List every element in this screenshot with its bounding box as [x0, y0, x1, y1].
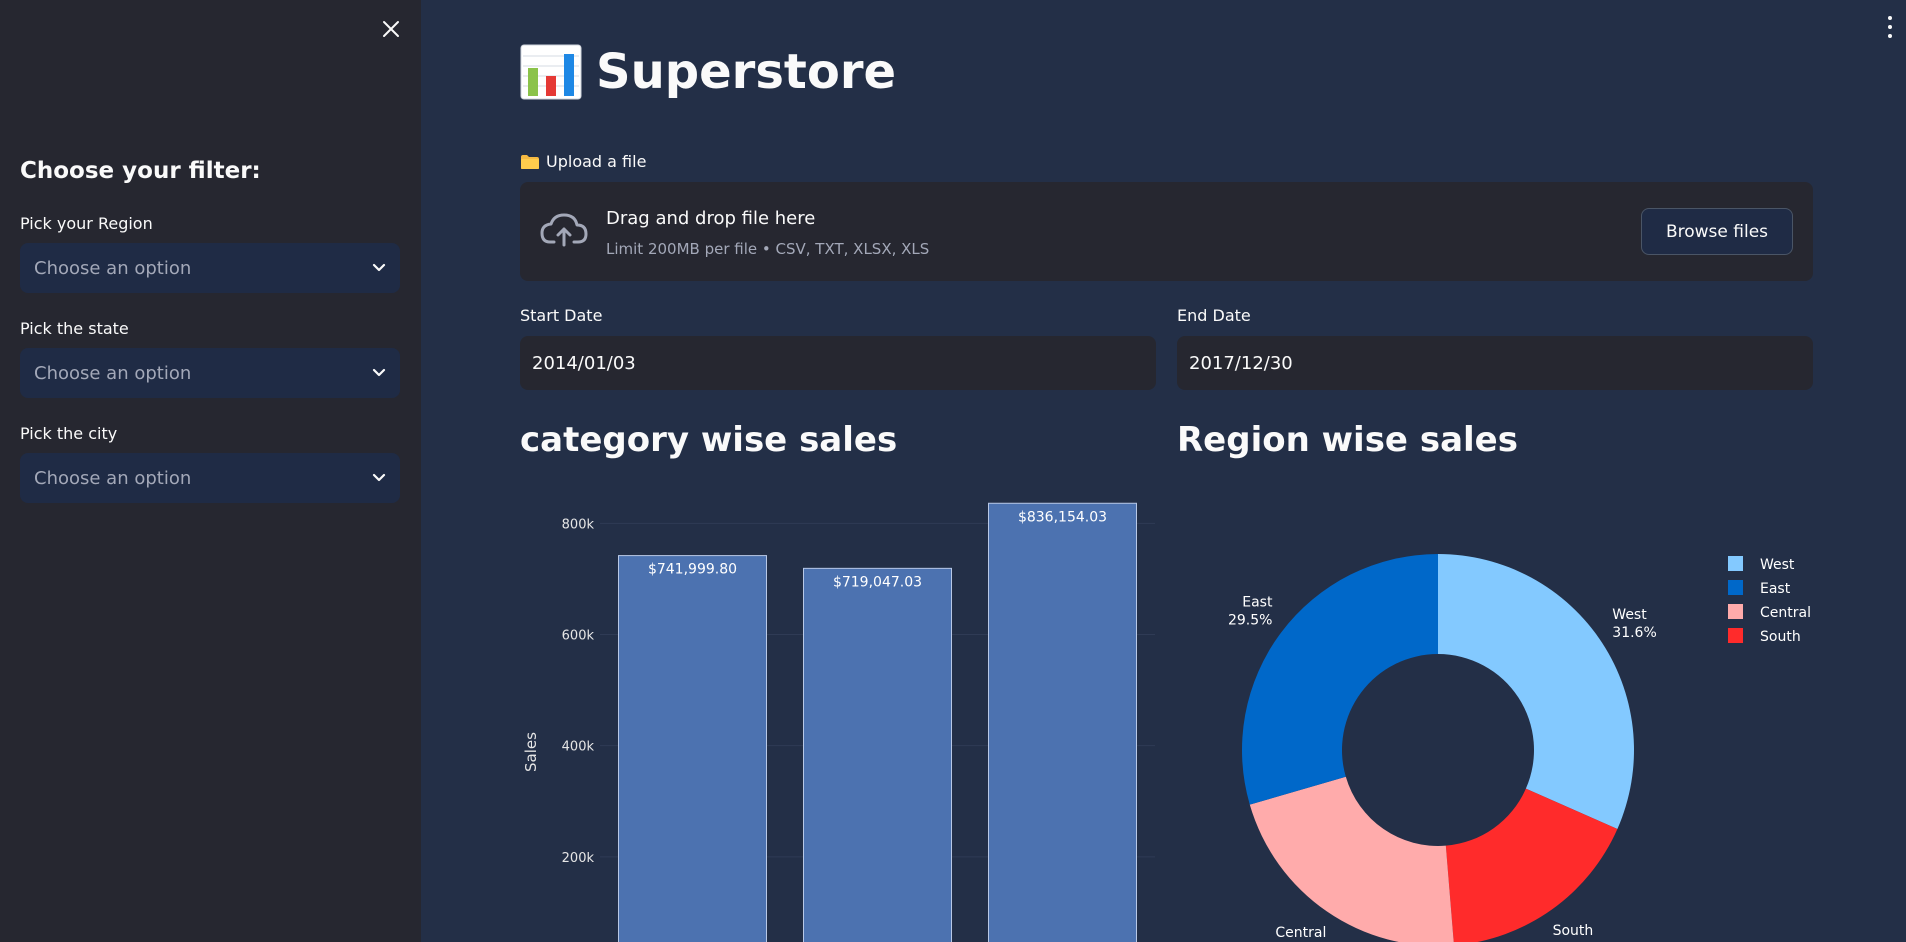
page-title-text: Superstore	[596, 44, 897, 100]
y-tick-label: 400k	[562, 740, 595, 755]
y-tick-label: 600k	[562, 629, 595, 644]
menu-dot	[1888, 34, 1892, 38]
city-filter-label: Pick the city	[20, 424, 118, 443]
browse-files-button[interactable]: Browse files	[1641, 208, 1793, 255]
legend-swatch[interactable]	[1728, 580, 1743, 595]
category-sales-title: category wise sales	[520, 420, 898, 460]
end-date-input[interactable]	[1177, 336, 1813, 390]
y-tick-label: 200k	[562, 851, 595, 866]
slice-name-label: East	[1242, 595, 1273, 611]
dropzone-title: Drag and drop file here	[606, 208, 816, 229]
legend-swatch[interactable]	[1728, 556, 1743, 571]
bar[interactable]	[803, 567, 952, 942]
legend-label[interactable]: West	[1760, 557, 1795, 573]
slice-percent-label: 29.5%	[1228, 613, 1272, 629]
legend-swatch[interactable]	[1728, 604, 1743, 619]
slice-name-label: Central	[1275, 925, 1326, 941]
state-select-placeholder: Choose an option	[34, 362, 192, 384]
legend-label[interactable]: South	[1760, 629, 1801, 645]
region-select[interactable]: Choose an option	[20, 243, 400, 293]
bar[interactable]	[618, 555, 767, 942]
donut-slice-central[interactable]	[1249, 776, 1454, 942]
main-menu-button[interactable]	[1886, 16, 1894, 38]
folder-emoji-icon	[521, 154, 539, 169]
start-date-input[interactable]	[520, 336, 1156, 390]
bar[interactable]	[988, 502, 1137, 942]
bar-chart-emoji-icon	[520, 44, 582, 100]
region-sales-title: Region wise sales	[1177, 420, 1518, 460]
city-select-placeholder: Choose an option	[34, 467, 192, 489]
state-filter-label: Pick the state	[20, 319, 129, 338]
chevron-down-icon	[372, 473, 386, 482]
legend-swatch[interactable]	[1728, 628, 1743, 643]
chevron-down-icon	[372, 368, 386, 377]
menu-dot	[1888, 16, 1892, 20]
state-select[interactable]: Choose an option	[20, 348, 400, 398]
sidebar-heading: Choose your filter:	[20, 158, 261, 184]
bar-value-label: $719,047.03	[833, 574, 922, 590]
cloud-upload-icon	[540, 213, 588, 247]
donut-slice-east[interactable]	[1242, 554, 1438, 805]
close-icon	[383, 21, 399, 37]
sidebar: Choose your filter: Pick your Region Cho…	[0, 0, 421, 942]
legend-label[interactable]: East	[1760, 581, 1791, 597]
region-filter-label: Pick your Region	[20, 214, 153, 233]
file-dropzone[interactable]: Drag and drop file here Limit 200MB per …	[520, 182, 1813, 281]
region-sales-donut-chart: West31.6%South17.1%Central21.8%East29.5%…	[1228, 554, 1811, 942]
menu-dot	[1888, 25, 1892, 29]
donut-slice-west[interactable]	[1438, 554, 1634, 829]
chevron-down-icon	[372, 263, 386, 272]
donut-slice-south[interactable]	[1445, 788, 1618, 942]
legend-label[interactable]: Central	[1760, 605, 1811, 621]
category-sales-bar-chart: 0200k400k600k800kSales$741,999.80$719,04…	[522, 502, 1155, 942]
y-axis-label: Sales	[522, 732, 540, 772]
region-select-placeholder: Choose an option	[34, 257, 192, 279]
start-date-label: Start Date	[520, 306, 603, 325]
bar-value-label: $741,999.80	[648, 562, 737, 578]
close-sidebar-button[interactable]	[378, 16, 404, 42]
end-date-label: End Date	[1177, 306, 1251, 325]
city-select[interactable]: Choose an option	[20, 453, 400, 503]
slice-name-label: South	[1553, 923, 1594, 939]
slice-percent-label: 17.1%	[1553, 941, 1597, 942]
slice-name-label: West	[1612, 607, 1647, 623]
slice-percent-label: 31.6%	[1612, 625, 1656, 641]
dropzone-subtitle: Limit 200MB per file • CSV, TXT, XLSX, X…	[606, 240, 930, 258]
y-tick-label: 800k	[562, 517, 595, 532]
upload-label-text: Upload a file	[546, 152, 647, 171]
upload-label: Upload a file	[520, 152, 646, 171]
page-title: Superstore	[520, 44, 896, 100]
bar-value-label: $836,154.03	[1018, 509, 1107, 525]
